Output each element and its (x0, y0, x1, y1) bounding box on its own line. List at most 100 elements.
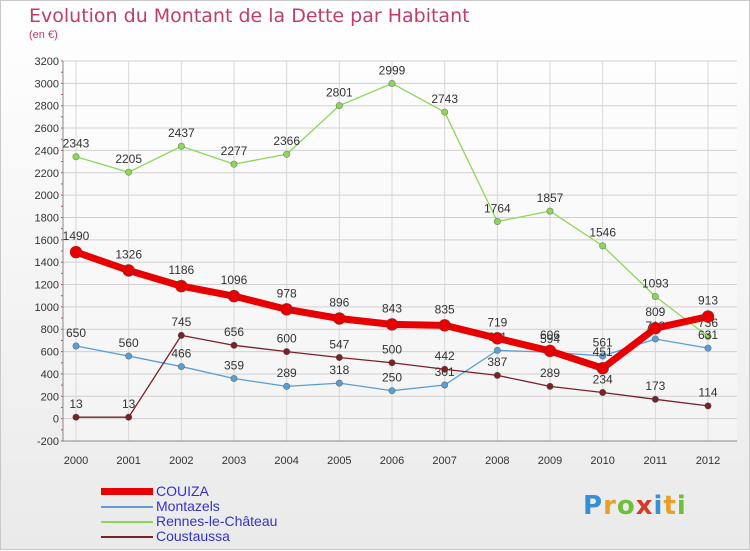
data-label-coustaussa: 442 (435, 349, 455, 363)
legend-swatch-coustaussa (101, 536, 153, 538)
y-tick-label: 1200 (35, 280, 59, 292)
x-tick-label: 2010 (590, 455, 614, 467)
x-tick-label: 2009 (538, 455, 562, 467)
data-label-rennes-le-chateau: 2277 (221, 144, 248, 158)
y-tick-label: 3200 (35, 56, 59, 68)
point-couiza (175, 279, 188, 293)
point-coustaussa (599, 388, 607, 396)
x-tick-label: 2001 (116, 455, 140, 467)
point-rennes-le-chateau (230, 160, 238, 168)
y-tick-label: 600 (41, 347, 59, 359)
data-label-couiza: 896 (329, 296, 349, 310)
point-coustaussa (177, 331, 185, 339)
point-rennes-le-chateau (177, 142, 185, 150)
y-tick-label: 1000 (35, 302, 59, 314)
data-label-coustaussa: 289 (540, 366, 560, 380)
x-tick-label: 2012 (696, 455, 720, 467)
y-tick-label: 2400 (35, 145, 59, 157)
point-rennes-le-chateau (651, 292, 659, 300)
legend-label-coustaussa: Coustaussa (156, 528, 230, 544)
point-couiza (122, 264, 135, 277)
point-couiza (280, 303, 293, 316)
point-rennes-le-chateau (599, 242, 607, 250)
data-label-coustaussa: 547 (329, 337, 349, 351)
point-rennes-le-chateau (546, 207, 554, 215)
data-label-rennes-le-chateau: 1857 (537, 191, 564, 205)
point-montazels (441, 381, 449, 389)
data-label-coustaussa: 13 (69, 397, 83, 411)
y-tick-label: 1600 (35, 235, 59, 247)
data-label-coustaussa: 656 (224, 325, 244, 339)
point-couiza (596, 361, 609, 375)
data-label-montazels: 250 (382, 371, 402, 385)
legend-label-couiza: COUIZA (156, 483, 209, 499)
point-coustaussa (546, 382, 554, 390)
y-tick-label: 2000 (35, 190, 59, 202)
data-label-coustaussa: 387 (487, 355, 507, 369)
data-label-rennes-le-chateau: 2743 (431, 92, 458, 106)
legend-swatch-couiza (101, 488, 153, 495)
data-label-couiza: 978 (277, 286, 297, 300)
y-tick-label: 2600 (35, 123, 59, 135)
data-label-couiza: 1096 (221, 273, 248, 287)
legend-swatch-rennes (101, 521, 153, 523)
data-label-couiza: 719 (487, 315, 507, 329)
x-tick-label: 2004 (274, 455, 298, 467)
x-tick-label: 2011 (644, 455, 668, 467)
y-tick-label: 200 (41, 391, 59, 403)
data-label-montazels: 359 (224, 358, 244, 372)
point-rennes-le-chateau (441, 108, 449, 116)
point-couiza (649, 321, 662, 335)
x-tick-label: 2006 (380, 455, 404, 467)
y-tick-label: 0 (53, 414, 59, 426)
x-tick-label: 2005 (327, 455, 351, 467)
chart-title: Evolution du Montant de la Dette par Hab… (29, 5, 470, 27)
point-montazels (599, 352, 607, 360)
point-coustaussa (651, 395, 659, 403)
data-label-couiza: 913 (698, 294, 718, 308)
point-coustaussa (704, 402, 712, 410)
point-coustaussa (335, 354, 343, 362)
data-label-coustaussa: 114 (698, 386, 717, 400)
data-label-montazels: 289 (277, 366, 297, 380)
data-label-coustaussa: 745 (171, 315, 191, 329)
point-montazels (230, 375, 238, 383)
data-label-coustaussa: 234 (593, 372, 613, 386)
y-tick-label: 3000 (35, 78, 59, 90)
point-montazels (388, 387, 396, 395)
data-label-rennes-le-chateau: 2999 (379, 63, 406, 77)
data-label-couiza: 1186 (168, 263, 194, 277)
data-label-montazels: 650 (66, 326, 86, 340)
point-coustaussa (441, 365, 449, 373)
y-tick-label: -200 (37, 436, 59, 448)
point-rennes-le-chateau (72, 153, 80, 161)
point-rennes-le-chateau (704, 332, 712, 340)
data-label-couiza: 1490 (63, 229, 90, 243)
y-tick-label: 400 (41, 369, 59, 381)
legend-label-montazels: Montazels (156, 498, 220, 514)
point-rennes-le-chateau (283, 150, 291, 158)
point-couiza (333, 312, 346, 325)
y-tick-label: 800 (41, 324, 59, 336)
point-couiza (701, 310, 715, 323)
x-tick-label: 2000 (64, 455, 88, 467)
data-label-montazels: 466 (171, 346, 191, 360)
x-tick-label: 2008 (485, 455, 509, 467)
data-label-rennes-le-chateau: 1546 (589, 226, 616, 240)
point-montazels (72, 342, 80, 350)
data-label-coustaussa: 13 (122, 397, 136, 411)
data-label-couiza: 835 (435, 302, 455, 316)
chart-unit-label: (en €) (29, 29, 58, 41)
point-rennes-le-chateau (125, 168, 133, 176)
data-label-montazels: 560 (119, 336, 139, 350)
point-couiza (438, 319, 451, 332)
y-tick-label: 2800 (35, 101, 59, 113)
y-tick-label: 1800 (35, 212, 59, 224)
x-tick-label: 2003 (222, 455, 246, 467)
legend-label-rennes: Rennes-le-Château (156, 513, 278, 529)
x-tick-label: 2007 (432, 455, 456, 467)
point-coustaussa (283, 348, 291, 356)
data-label-montazels: 561 (593, 336, 613, 350)
